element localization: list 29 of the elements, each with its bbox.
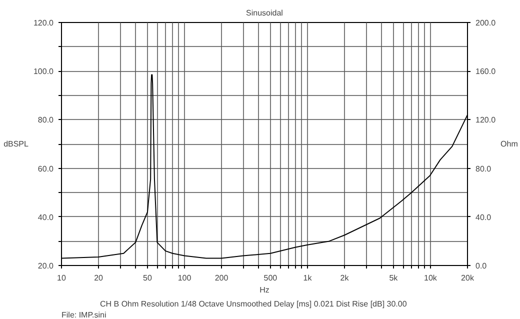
y2-tick-label: 0.0 (476, 262, 488, 270)
x-tick-label: 500 (264, 274, 278, 282)
chart-title: Sinusoidal (246, 8, 284, 18)
x-tick-label: 50 (143, 274, 152, 282)
x-tick-label: 1k (303, 274, 313, 282)
y-axis-title: dBSPL (4, 140, 30, 148)
y2-tick-label: 80.0 (476, 164, 492, 174)
y-tick-label: 100.0 (33, 67, 54, 76)
text: File: IMP.sini (62, 310, 106, 319)
x-tick-label: 10 (57, 274, 66, 282)
y-tick-label: 80.0 (38, 116, 54, 125)
text: CH B Ohm Resolution 1/48 Octave Unsmoothed Delay [ms] 0.021 Dist Rise [dB] 30.00 (100, 300, 408, 308)
y2-tick-label: 160.0 (476, 67, 496, 76)
y2-tick-label: 40.0 (476, 212, 492, 222)
y-tick-label: 60.0 (38, 164, 54, 174)
x-tick-label: 20k (461, 274, 475, 282)
y2-axis-title: Ohm (500, 140, 518, 148)
x-tick-label: 20 (94, 274, 104, 282)
x-tick-label: 2k (340, 274, 350, 282)
y2-tick-label: 200.0 (476, 18, 496, 28)
y-tick-label: 120.0 (33, 18, 54, 28)
x-tick-label: 200 (214, 274, 229, 282)
y-tick-label: 20.0 (38, 262, 54, 270)
x-tick-label: 100 (178, 274, 192, 282)
x-axis-title: Hz (260, 286, 270, 294)
x-tick-label: 10k (424, 274, 438, 282)
y2-tick-label: 120.0 (476, 116, 496, 125)
x-tick-label: 5k (389, 274, 399, 282)
y-tick-label: 40.0 (38, 212, 54, 222)
